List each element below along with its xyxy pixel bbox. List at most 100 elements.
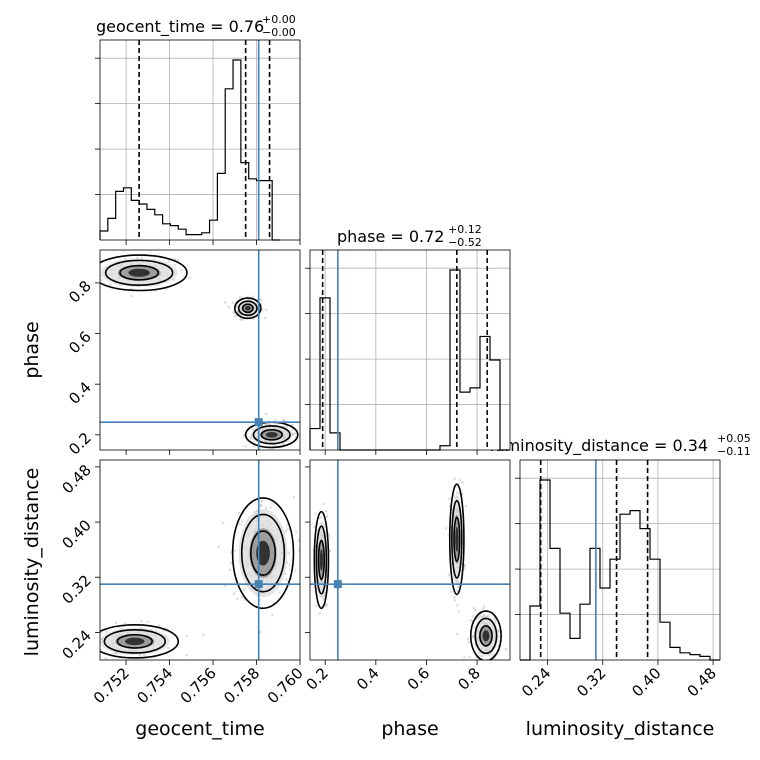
scatter-point bbox=[264, 308, 268, 311]
contour-line bbox=[448, 483, 465, 596]
contour-line bbox=[119, 264, 160, 281]
scatter-point bbox=[482, 613, 486, 617]
scatter-point bbox=[274, 418, 277, 422]
scatter-point bbox=[104, 657, 108, 660]
scatter-point bbox=[448, 497, 451, 501]
scatter-point bbox=[282, 418, 285, 422]
scatter-point bbox=[185, 634, 189, 638]
pair-panel-geocent_time-phase bbox=[99, 249, 301, 451]
contour-line bbox=[453, 516, 461, 563]
scatter-point bbox=[456, 491, 459, 495]
scatter-point bbox=[221, 521, 225, 525]
xlabel-geocent-time: geocent_time bbox=[135, 718, 264, 740]
hist-geocent_time-frame bbox=[99, 39, 301, 241]
scatter-point bbox=[497, 630, 501, 633]
scatter-point bbox=[474, 608, 477, 612]
scatter-point bbox=[453, 477, 456, 481]
scatter-point bbox=[264, 506, 268, 510]
scatter-point bbox=[284, 530, 287, 534]
title-luminosity-distance-minus: −0.11 bbox=[717, 445, 751, 458]
density-fill-core bbox=[244, 305, 251, 311]
title-luminosity-distance-plus: +0.05 bbox=[717, 432, 751, 445]
scatter-point bbox=[322, 595, 326, 599]
contour-line bbox=[100, 624, 180, 659]
scatter-point bbox=[185, 653, 188, 657]
title-geocent-time-plus: +0.00 bbox=[262, 13, 296, 26]
scatter-point bbox=[238, 295, 242, 299]
scatter-point bbox=[444, 527, 448, 530]
contour-line bbox=[104, 259, 174, 286]
contour-line bbox=[451, 499, 463, 579]
contour-line bbox=[474, 617, 498, 655]
scatter-point bbox=[217, 545, 221, 548]
scatter-point bbox=[468, 656, 471, 659]
pair-0-frame bbox=[99, 249, 301, 451]
contour-line bbox=[231, 497, 295, 610]
scatter-point bbox=[463, 656, 466, 659]
hist-phase-frame bbox=[309, 249, 511, 451]
pair-inner-0 bbox=[100, 250, 300, 450]
hist-panel-phase bbox=[305, 249, 511, 451]
scatter-point bbox=[274, 444, 278, 448]
scatter-point bbox=[461, 481, 465, 484]
scatter-point bbox=[478, 614, 482, 618]
scatter-point bbox=[237, 511, 241, 515]
scatter-point bbox=[259, 298, 263, 301]
hist-phase-bg bbox=[310, 250, 510, 450]
scatter-point bbox=[463, 564, 467, 567]
xlabel-luminosity-distance: luminosity_distance bbox=[526, 718, 715, 740]
scatter-point bbox=[235, 597, 239, 601]
scatter-point bbox=[292, 495, 296, 499]
pair-2-frame bbox=[309, 459, 511, 661]
scatter-point bbox=[157, 624, 161, 627]
contour-line bbox=[313, 510, 330, 610]
scatter-point bbox=[231, 301, 235, 305]
scatter-point bbox=[466, 637, 470, 641]
title-geocent-time-text: geocent_time = 0.76 bbox=[96, 17, 264, 37]
contour-line bbox=[237, 300, 258, 317]
truth-marker bbox=[254, 580, 263, 589]
scatter-point bbox=[314, 604, 318, 607]
scatter-point bbox=[259, 504, 263, 507]
scatter-point bbox=[456, 603, 459, 607]
scatter-point bbox=[282, 442, 286, 446]
scatter-point bbox=[318, 612, 322, 615]
scatter-point bbox=[130, 294, 134, 298]
scatter-point bbox=[477, 616, 480, 619]
contour-line bbox=[240, 513, 286, 593]
scatter-point bbox=[264, 412, 268, 416]
pair-panel-phase-luminosity_distance bbox=[309, 459, 511, 661]
scatter-point bbox=[232, 311, 235, 314]
title-luminosity-distance: luminosity_distance = 0.34 +0.05 −0.11 bbox=[490, 432, 751, 458]
pair-panel-geocent_time-luminosity_distance bbox=[99, 459, 301, 661]
scatter-point bbox=[167, 260, 171, 263]
contour-line bbox=[469, 610, 502, 660]
hist-geocent_time-bg bbox=[100, 40, 300, 240]
scatter-point bbox=[259, 504, 263, 507]
scatter-point bbox=[285, 425, 289, 428]
pair-inner-2 bbox=[310, 460, 510, 660]
scatter-point bbox=[314, 512, 317, 515]
density-fill-core bbox=[482, 630, 490, 642]
scatter-point bbox=[108, 283, 112, 287]
ylabel-luminosity-distance: luminosity_distance bbox=[21, 468, 43, 657]
scatter-point bbox=[472, 606, 476, 610]
scatter-point bbox=[290, 428, 294, 431]
scatter-point bbox=[482, 604, 486, 608]
scatter-point bbox=[113, 652, 116, 655]
contour-line bbox=[317, 539, 326, 581]
scatter-point bbox=[100, 278, 104, 282]
scatter-point bbox=[233, 549, 236, 552]
pair-1-frame bbox=[99, 459, 301, 661]
scatter-point bbox=[286, 528, 290, 531]
scatter-point bbox=[234, 314, 237, 318]
scatter-point bbox=[294, 530, 298, 533]
scatter-point bbox=[240, 523, 243, 526]
scatter-point bbox=[457, 610, 460, 613]
density-fill-core bbox=[265, 431, 278, 438]
scatter-point bbox=[239, 317, 243, 321]
title-phase-plus: +0.12 bbox=[448, 223, 482, 236]
scatter-point bbox=[264, 317, 267, 320]
title-phase: phase = 0.72 +0.12 −0.52 bbox=[337, 223, 482, 249]
